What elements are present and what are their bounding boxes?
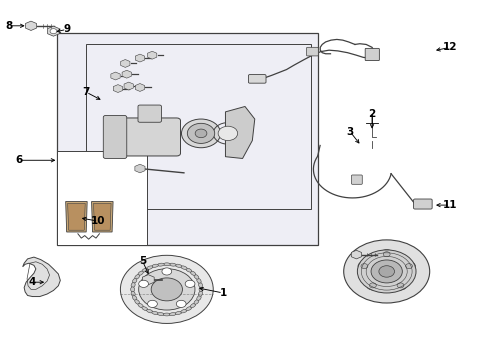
Text: 12: 12 <box>443 42 458 52</box>
Circle shape <box>357 250 416 293</box>
Ellipse shape <box>138 303 143 308</box>
Circle shape <box>176 300 186 307</box>
Polygon shape <box>94 203 111 230</box>
Circle shape <box>139 269 195 310</box>
Ellipse shape <box>147 266 153 269</box>
Text: 10: 10 <box>91 216 106 226</box>
Circle shape <box>187 123 215 143</box>
Text: 11: 11 <box>443 200 458 210</box>
Ellipse shape <box>131 287 135 292</box>
Text: 8: 8 <box>6 21 13 31</box>
Ellipse shape <box>163 263 170 266</box>
Ellipse shape <box>197 296 201 300</box>
Text: 7: 7 <box>82 87 90 97</box>
FancyBboxPatch shape <box>351 175 362 184</box>
Circle shape <box>358 261 371 271</box>
Circle shape <box>361 264 368 269</box>
Text: 5: 5 <box>139 256 146 266</box>
Ellipse shape <box>170 312 176 316</box>
Circle shape <box>218 126 238 140</box>
Ellipse shape <box>190 271 196 275</box>
Ellipse shape <box>198 291 202 296</box>
FancyBboxPatch shape <box>307 47 318 56</box>
FancyBboxPatch shape <box>248 75 266 83</box>
Circle shape <box>343 240 430 303</box>
Circle shape <box>397 283 404 288</box>
Ellipse shape <box>198 283 202 288</box>
Circle shape <box>181 119 221 148</box>
Circle shape <box>185 280 195 287</box>
FancyBboxPatch shape <box>138 105 161 122</box>
Text: 2: 2 <box>368 109 376 119</box>
FancyBboxPatch shape <box>414 199 432 209</box>
Polygon shape <box>225 107 255 158</box>
Text: 6: 6 <box>16 155 23 165</box>
Ellipse shape <box>142 268 148 272</box>
Circle shape <box>371 260 402 283</box>
Bar <box>57 33 318 244</box>
Ellipse shape <box>142 307 148 311</box>
Polygon shape <box>68 203 85 230</box>
Ellipse shape <box>135 300 140 304</box>
Ellipse shape <box>131 291 135 296</box>
Circle shape <box>369 283 376 288</box>
Ellipse shape <box>135 275 140 279</box>
Ellipse shape <box>194 300 199 304</box>
Polygon shape <box>66 202 87 232</box>
Polygon shape <box>23 257 60 297</box>
Ellipse shape <box>181 309 187 313</box>
Bar <box>57 151 147 244</box>
Text: 1: 1 <box>220 288 227 298</box>
Ellipse shape <box>197 278 201 283</box>
Circle shape <box>147 300 157 307</box>
Circle shape <box>50 29 57 34</box>
Circle shape <box>195 129 207 138</box>
Ellipse shape <box>175 264 182 267</box>
Ellipse shape <box>190 303 196 308</box>
Ellipse shape <box>199 287 203 292</box>
Circle shape <box>139 280 148 287</box>
Ellipse shape <box>175 311 182 315</box>
Circle shape <box>121 255 213 323</box>
Circle shape <box>403 261 416 271</box>
Ellipse shape <box>147 309 153 313</box>
Bar <box>86 44 311 209</box>
Ellipse shape <box>186 268 192 272</box>
Ellipse shape <box>132 296 137 300</box>
Ellipse shape <box>131 283 135 288</box>
Circle shape <box>162 268 172 275</box>
Circle shape <box>394 281 407 290</box>
Ellipse shape <box>132 278 137 283</box>
Text: 9: 9 <box>63 24 70 35</box>
FancyBboxPatch shape <box>103 116 127 158</box>
FancyBboxPatch shape <box>365 48 379 60</box>
Circle shape <box>367 281 379 290</box>
Circle shape <box>379 266 394 277</box>
Text: 3: 3 <box>346 127 354 136</box>
Ellipse shape <box>152 311 158 315</box>
Ellipse shape <box>157 312 164 316</box>
FancyBboxPatch shape <box>119 118 180 156</box>
Ellipse shape <box>194 275 199 279</box>
Ellipse shape <box>157 263 164 266</box>
Ellipse shape <box>181 266 187 269</box>
Circle shape <box>406 264 413 269</box>
Ellipse shape <box>163 313 170 316</box>
Ellipse shape <box>186 307 192 311</box>
Circle shape <box>151 278 182 301</box>
Ellipse shape <box>152 264 158 267</box>
Ellipse shape <box>170 263 176 266</box>
Circle shape <box>383 252 390 257</box>
Polygon shape <box>92 202 113 232</box>
Text: 4: 4 <box>29 277 36 287</box>
Ellipse shape <box>138 271 143 275</box>
Circle shape <box>380 249 393 259</box>
